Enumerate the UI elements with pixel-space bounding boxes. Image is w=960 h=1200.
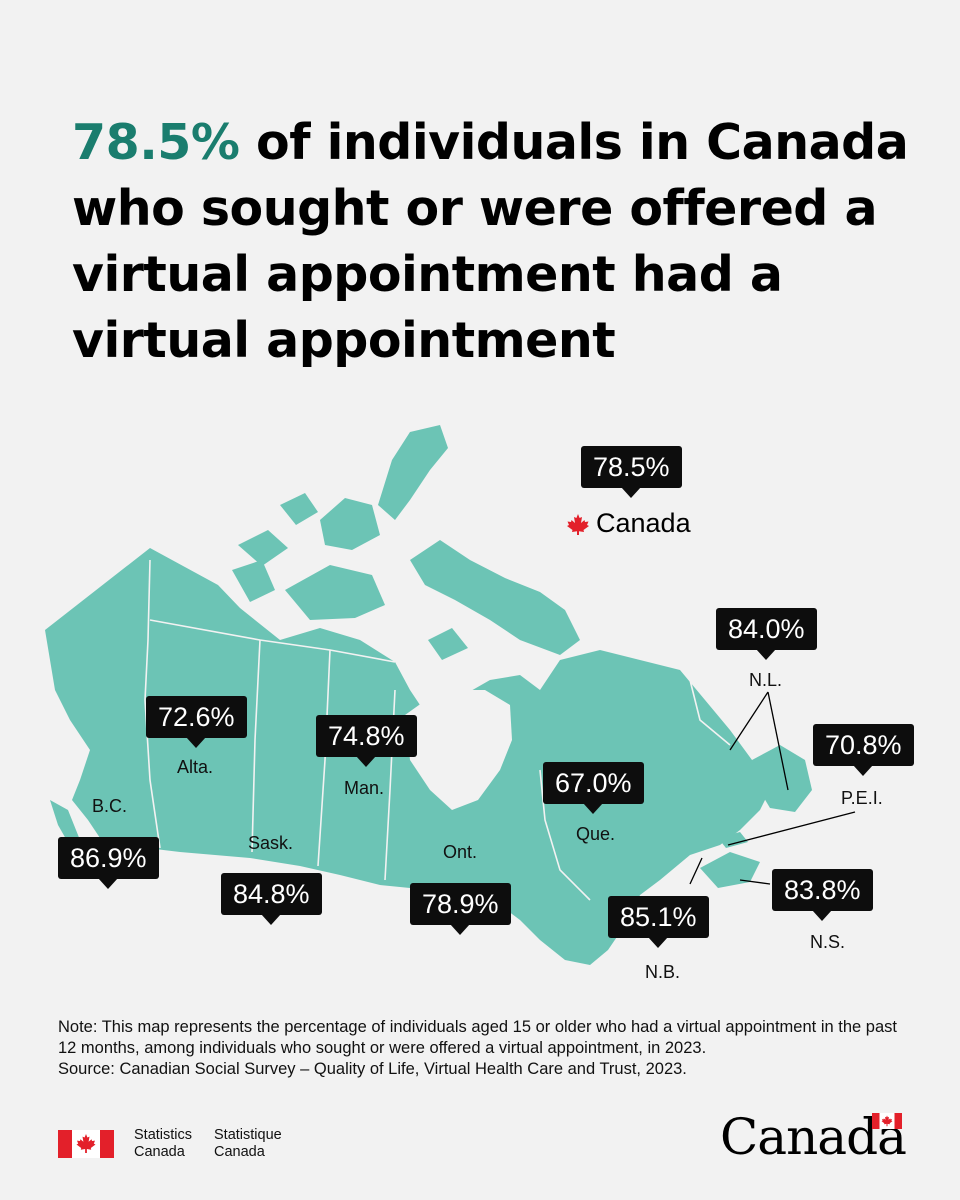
label-sask: Sask. — [248, 833, 294, 853]
source-text: Source: Canadian Social Survey – Quality… — [58, 1060, 687, 1078]
callout-alta: 72.6% — [146, 696, 247, 748]
canada-label-text: Canada — [596, 508, 691, 538]
border-alta-sask — [251, 639, 261, 853]
callout-sask: 84.8% — [221, 873, 322, 925]
island-newfoundland — [752, 745, 812, 812]
label-pei: P.E.I. — [841, 788, 883, 808]
maple-leaf-icon — [567, 513, 589, 535]
label-nl: N.L. — [749, 670, 783, 690]
statcan-french: Statistique Canada — [214, 1127, 282, 1160]
label-nb: N.B. — [645, 962, 681, 982]
callout-pei: 70.8% — [813, 724, 914, 776]
callout-canada: 78.5% — [581, 446, 682, 498]
island-arctic-1 — [320, 498, 380, 550]
label-bc: B.C. — [92, 796, 128, 816]
border-territories — [149, 619, 396, 663]
label-alta: Alta. — [177, 757, 214, 777]
canada-label: Canada — [566, 508, 691, 539]
headline-text: of individuals in Canada who sought or w… — [72, 114, 909, 369]
wordmark-flag-icon — [872, 1113, 902, 1129]
statcan-english: Statistics Canada — [134, 1127, 193, 1160]
pei-island — [718, 832, 748, 848]
island-arctic-3 — [238, 530, 288, 566]
leader-nb — [689, 857, 703, 885]
border-ont-que — [539, 769, 591, 901]
vancouver-island — [50, 800, 80, 846]
border-sask-man — [317, 649, 331, 867]
island-victoria — [285, 565, 385, 620]
leader-nl-island — [767, 691, 789, 791]
hudson-bay — [405, 690, 512, 810]
label-que: Que. — [576, 824, 616, 844]
island-baffin — [410, 540, 580, 655]
callout-ont: 78.9% — [410, 883, 511, 935]
statcan-signature: Statistics Canada Statistique Canada — [58, 1127, 282, 1161]
callout-man: 74.8% — [316, 715, 417, 767]
note-text: Note: This map represents the percentage… — [58, 1018, 897, 1057]
callout-ns: 83.8% — [772, 869, 873, 921]
border-bc-alta — [144, 559, 161, 849]
label-man: Man. — [344, 778, 385, 798]
note: Note: This map represents the percentage… — [58, 1017, 918, 1080]
canada-flag-icon — [58, 1130, 114, 1158]
label-ns: N.S. — [810, 932, 846, 952]
border-que-nl — [689, 679, 731, 746]
island-southampton — [428, 628, 468, 660]
leader-nl-mainland — [729, 691, 769, 751]
headline: 78.5% of individuals in Canada who sough… — [72, 110, 922, 374]
island-arctic-2 — [280, 493, 318, 525]
callout-nl: 84.0% — [716, 608, 817, 660]
leader-pei — [727, 811, 856, 846]
label-ont: Ont. — [443, 842, 478, 862]
callout-nb: 85.1% — [608, 896, 709, 948]
island-ellesmere — [378, 425, 448, 520]
headline-accent: 78.5% — [72, 114, 240, 171]
leader-ns — [739, 879, 771, 885]
callout-que: 67.0% — [543, 762, 644, 814]
island-banks — [232, 560, 275, 602]
callout-bc: 86.9% — [58, 837, 159, 889]
nova-scotia — [700, 852, 760, 888]
